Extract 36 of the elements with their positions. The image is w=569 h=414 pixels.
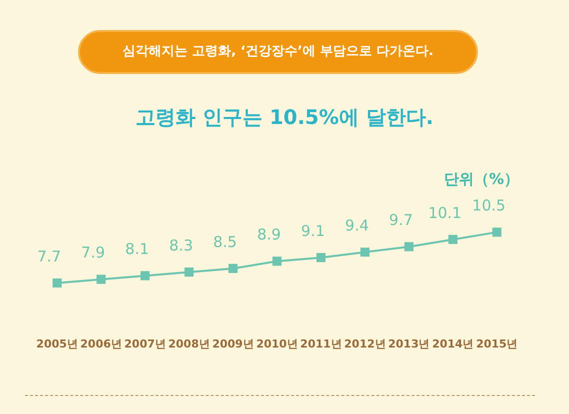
x-tick-label: 2011년 <box>300 337 342 350</box>
x-tick-label: 2008년 <box>168 337 210 350</box>
data-label: 8.1 <box>125 240 149 258</box>
point <box>96 274 106 284</box>
point <box>52 278 62 288</box>
point <box>316 253 326 262</box>
y-axis-title: 단위（%） <box>444 170 519 189</box>
data-label: 9.4 <box>345 216 369 235</box>
data-label: 7.9 <box>81 244 106 262</box>
data-label: 9.1 <box>301 222 325 240</box>
point <box>404 242 414 252</box>
chart-title: 심각해지는 고령화, ‘건강장수’에 부담으로 다가온다. <box>78 30 478 74</box>
data-label: 10.5 <box>472 196 506 215</box>
data-label: 9.7 <box>389 211 413 230</box>
point <box>492 228 502 237</box>
point <box>360 248 370 257</box>
data-label: 8.3 <box>169 236 193 254</box>
x-tick-label: 2005년 <box>36 337 78 350</box>
point <box>448 234 458 244</box>
data-label: 8.9 <box>257 226 281 244</box>
x-tick-label: 2009년 <box>212 337 254 350</box>
data-label: 10.1 <box>428 204 462 222</box>
point <box>140 271 150 280</box>
x-tick-label: 2012년 <box>344 337 386 350</box>
point <box>228 264 238 273</box>
x-tick-label: 2014년 <box>432 337 474 350</box>
chart-subtitle: 고령화 인구는 10.5%에 달한다. <box>134 104 434 131</box>
x-tick-label: 2006년 <box>80 337 122 350</box>
data-label: 7.7 <box>37 247 62 266</box>
point <box>272 256 282 266</box>
x-tick-label: 2013년 <box>388 337 430 350</box>
x-tick-label: 2007년 <box>124 337 166 350</box>
data-label: 8.5 <box>213 232 237 251</box>
x-tick-label: 2010년 <box>256 337 298 350</box>
x-tick-label: 2015년 <box>476 337 518 350</box>
point <box>184 268 194 277</box>
